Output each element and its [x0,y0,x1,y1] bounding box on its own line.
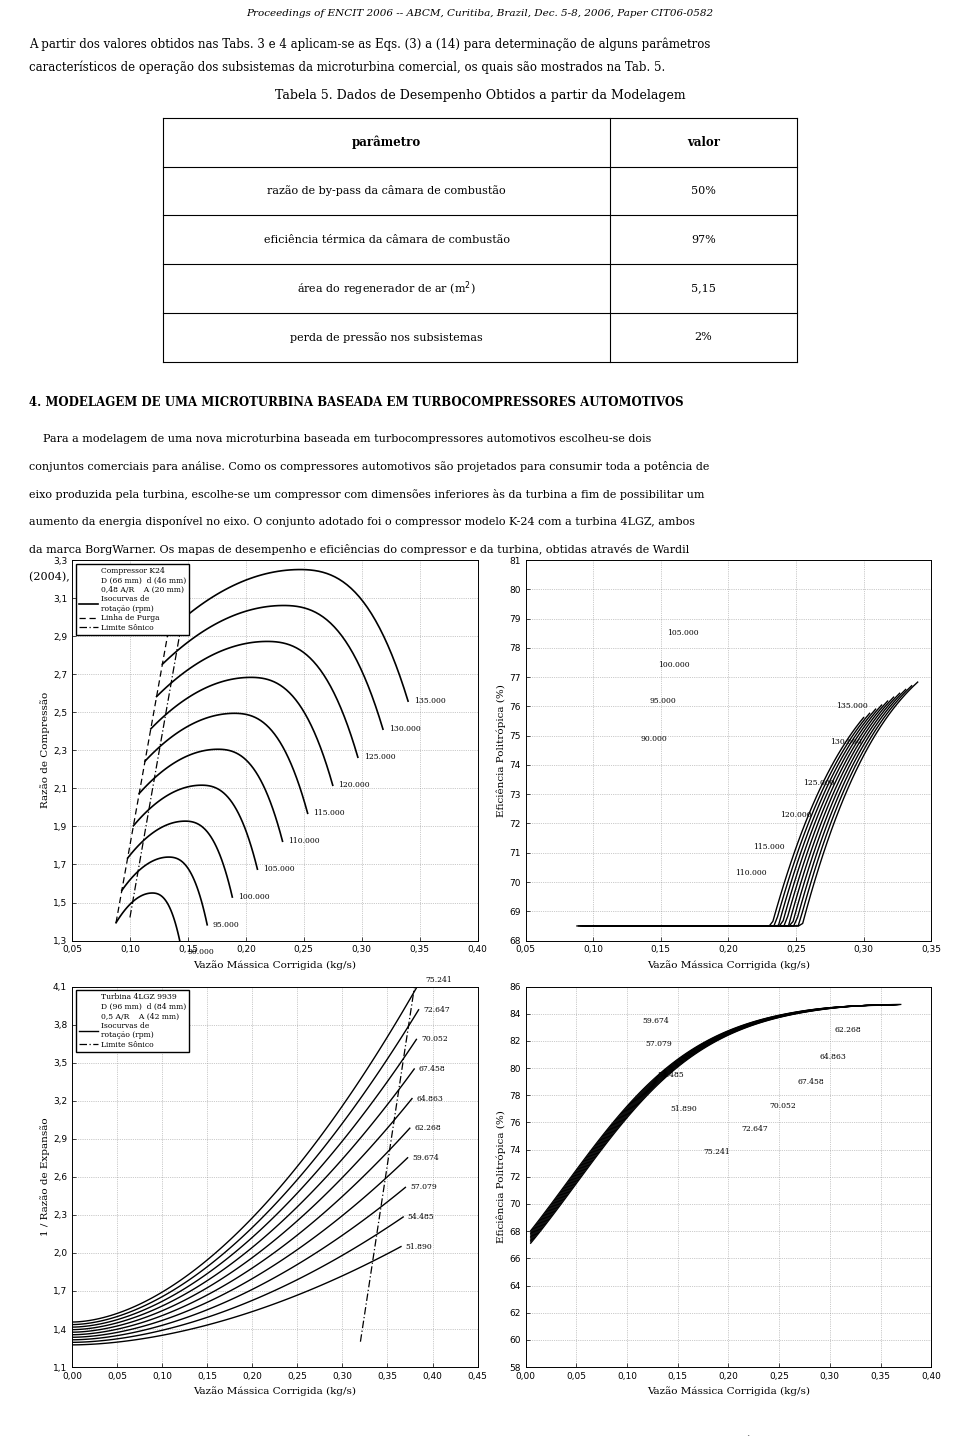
Y-axis label: Razão de Compressão: Razão de Compressão [40,692,50,808]
Text: 120.000: 120.000 [780,811,811,819]
Text: 50%: 50% [691,187,716,195]
Text: A partir dos valores obtidos nas Tabs. 3 e 4 aplicam-se as Eqs. (3) a (14) para : A partir dos valores obtidos nas Tabs. 3… [29,37,710,50]
Text: 100.000: 100.000 [238,893,270,900]
Text: 54.485: 54.485 [658,1071,684,1078]
Text: 95.000: 95.000 [213,920,240,929]
Y-axis label: Eficiência Politrópica (%): Eficiência Politrópica (%) [497,1110,507,1244]
Text: 115.000: 115.000 [313,810,345,817]
Text: (2004), são apresentados a seguir.: (2004), são apresentados a seguir. [29,572,223,583]
Y-axis label: 1 / Razão de Expansão: 1 / Razão de Expansão [40,1117,50,1236]
Text: eixo produzida pela turbina, escolhe-se um compressor com dimensões inferiores à: eixo produzida pela turbina, escolhe-se … [29,488,705,500]
Text: 59.674: 59.674 [412,1153,439,1162]
Text: 54.485: 54.485 [408,1213,435,1221]
Legend: Compressor K24, D (66 mm)  d (46 mm), 0,48 A/R    A (20 mm), Isocurvas de
rotaçã: Compressor K24, D (66 mm) d (46 mm), 0,4… [76,564,189,635]
Text: 5,15: 5,15 [691,284,716,293]
Text: 4. MODELAGEM DE UMA MICROTURBINA BASEADA EM TURBOCOMPRESSORES AUTOMOTIVOS: 4. MODELAGEM DE UMA MICROTURBINA BASEADA… [29,396,684,409]
Text: 70.052: 70.052 [420,1035,447,1044]
Text: 120.000: 120.000 [339,781,371,790]
Text: 72.647: 72.647 [741,1126,768,1133]
Text: 130.000: 130.000 [829,738,861,745]
Legend: Turbina 4LGZ 9939, D (96 mm)  d (84 mm), 0,5 A/R    A (42 mm), Isocurvas de
rota: Turbina 4LGZ 9939, D (96 mm) d (84 mm), … [76,991,189,1051]
Text: 75.241: 75.241 [703,1149,730,1156]
Text: Figura 2. Mapa de Desempenho do Compressor: Figura 2. Mapa de Desempenho do Compress… [132,1010,418,1022]
Text: 51.890: 51.890 [405,1242,432,1251]
Text: 59.674: 59.674 [642,1017,669,1024]
Y-axis label: Eficiência Politrópica (%): Eficiência Politrópica (%) [497,684,507,817]
Text: 64.863: 64.863 [417,1094,444,1103]
Text: perda de pressão nos subsistemas: perda de pressão nos subsistemas [290,332,483,343]
Text: área do regenerador de ar (m$^2$): área do regenerador de ar (m$^2$) [298,280,476,297]
X-axis label: Vazão Mássica Corrigida (kg/s): Vazão Mássica Corrigida (kg/s) [647,1387,810,1396]
Text: 2%: 2% [694,333,712,342]
Text: razão de by-pass da câmara de combustão: razão de by-pass da câmara de combustão [267,185,506,197]
Text: 90.000: 90.000 [188,948,215,956]
Text: característicos de operação dos subsistemas da microturbina comercial, os quais : característicos de operação dos subsiste… [29,60,665,73]
Text: 67.458: 67.458 [419,1066,445,1073]
X-axis label: Vazão Mássica Corrigida (kg/s): Vazão Mássica Corrigida (kg/s) [647,961,810,969]
Text: 97%: 97% [691,236,716,244]
Text: Tabela 5. Dados de Desempenho Obtidos a partir da Modelagem: Tabela 5. Dados de Desempenho Obtidos a … [275,89,685,102]
Text: 100.000: 100.000 [659,662,689,669]
Text: 125.000: 125.000 [803,778,834,787]
X-axis label: Vazão Mássica Corrigida (kg/s): Vazão Mássica Corrigida (kg/s) [193,961,356,969]
Text: Proceedings of ENCIT 2006 -- ABCM, Curitiba, Brazil, Dec. 5-8, 2006, Paper CIT06: Proceedings of ENCIT 2006 -- ABCM, Curit… [247,9,713,17]
Text: 110.000: 110.000 [735,869,767,877]
Text: 110.000: 110.000 [288,837,320,846]
Text: 62.268: 62.268 [415,1124,441,1132]
Text: 57.079: 57.079 [645,1040,672,1048]
Text: 64.863: 64.863 [820,1053,847,1061]
Text: Figura 3. Mapa de Eficiências do Compressor: Figura 3. Mapa de Eficiências do Compres… [591,1010,865,1022]
Text: 72.647: 72.647 [423,1005,450,1014]
Text: 57.079: 57.079 [410,1183,437,1192]
Text: 90.000: 90.000 [640,735,667,742]
Text: 67.458: 67.458 [798,1077,824,1086]
Text: Para a modelagem de uma nova microturbina baseada em turbocompressores automotiv: Para a modelagem de uma nova microturbin… [29,434,651,444]
Text: 105.000: 105.000 [263,864,295,873]
Text: 130.000: 130.000 [389,725,420,734]
Text: 70.052: 70.052 [769,1103,796,1110]
Text: da marca BorgWarner. Os mapas de desempenho e eficiências do compressor e da tur: da marca BorgWarner. Os mapas de desempe… [29,544,689,554]
Text: 75.241: 75.241 [425,976,452,984]
X-axis label: Vazão Mássica Corrigida (kg/s): Vazão Mássica Corrigida (kg/s) [193,1387,356,1396]
Text: 62.268: 62.268 [835,1027,862,1034]
Text: eficiência térmica da câmara de combustão: eficiência térmica da câmara de combustã… [264,236,510,244]
Text: 51.890: 51.890 [671,1104,697,1113]
Text: 135.000: 135.000 [414,696,445,705]
Text: 105.000: 105.000 [667,629,699,638]
Text: aumento da energia disponível no eixo. O conjunto adotado foi o compressor model: aumento da energia disponível no eixo. O… [29,517,695,527]
Text: 115.000: 115.000 [753,843,784,852]
Text: 135.000: 135.000 [836,702,868,711]
Text: 95.000: 95.000 [650,696,677,705]
Text: conjuntos comerciais para análise. Como os compressores automotivos são projetad: conjuntos comerciais para análise. Como … [29,461,709,472]
Text: parâmetro: parâmetro [352,135,421,149]
Text: valor: valor [686,135,720,149]
Text: 125.000: 125.000 [364,754,396,761]
